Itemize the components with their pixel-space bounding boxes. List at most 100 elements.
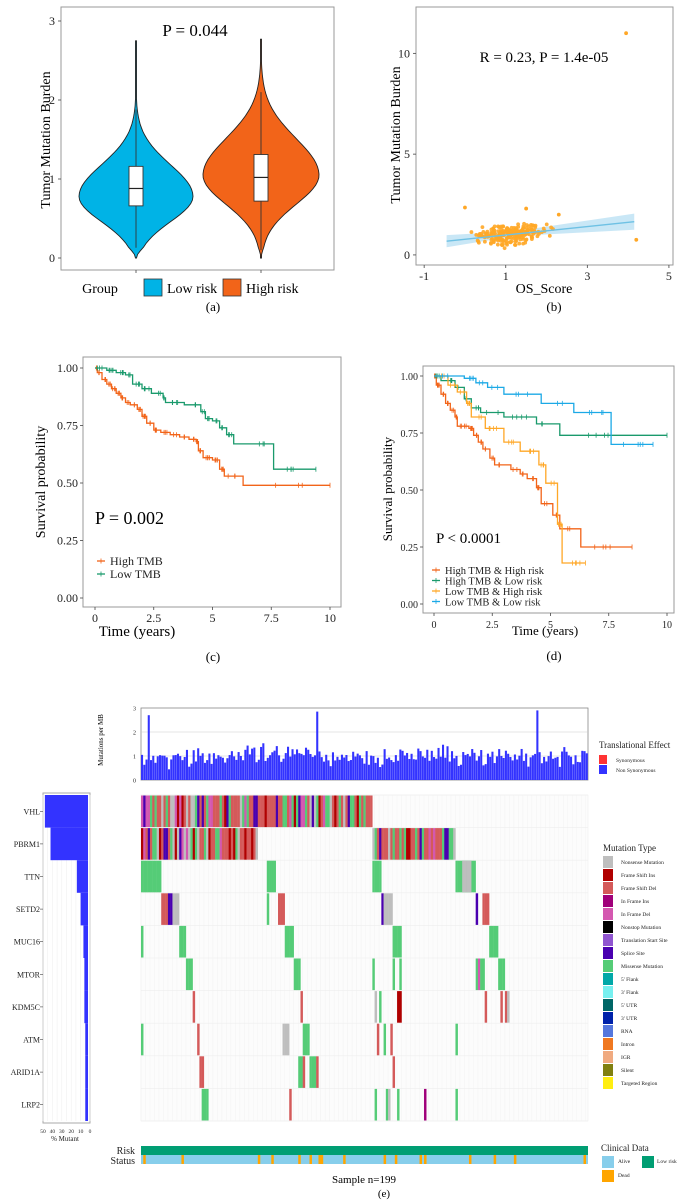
status-dead-cell	[257, 1155, 261, 1164]
tmb-bar	[185, 749, 188, 780]
panel-b-points	[446, 31, 639, 251]
tmb-bar	[399, 749, 402, 780]
mutation-cell-pbrm1	[185, 828, 189, 860]
panel-b-xlabel: OS_Score	[516, 282, 573, 297]
tmb-bar	[237, 752, 240, 780]
mutation-cell-pbrm1	[419, 828, 422, 860]
panel-b-ytick-label: 5	[404, 147, 410, 161]
mutation-cell-atm	[282, 1023, 285, 1056]
scatter-point	[501, 224, 505, 229]
legend-swatch-mutation	[603, 908, 613, 920]
tmb-bar	[327, 760, 330, 780]
mutation-cell-vhl	[260, 795, 263, 828]
mutation-cell-vhl	[338, 795, 342, 828]
km-ytick-label: 0.25	[57, 534, 78, 548]
mutation-cell-pbrm1	[439, 828, 443, 860]
mutation-cell-vhl	[320, 795, 324, 828]
status-dead-cell	[419, 1155, 423, 1164]
tmb-bar	[338, 759, 341, 780]
mutation-cell-vhl	[147, 795, 151, 828]
mutation-cell-muc16	[397, 925, 400, 958]
mutation-cell-setd2	[486, 893, 490, 925]
tmb-bar	[174, 755, 177, 780]
tmb-bar	[457, 765, 460, 780]
mutation-cell-vhl	[235, 795, 238, 828]
km-xtick-label: 10	[662, 620, 672, 631]
scatter-point	[463, 205, 467, 210]
mutation-cell-vhl	[349, 795, 353, 828]
mutation-cell-vhl	[221, 795, 225, 828]
tmb-bar	[149, 760, 153, 780]
tmb-bar	[201, 753, 204, 780]
legend-swatch-mutation	[603, 1051, 613, 1063]
mutation-cell-pbrm1	[401, 828, 405, 860]
mutation-cell-vhl	[255, 795, 259, 828]
mutation-cell-pbrm1	[408, 828, 411, 860]
legend-label: Non Synonymous	[616, 768, 656, 774]
legend-swatch-mutation	[603, 882, 613, 894]
mutation-cell-muc16	[493, 925, 497, 958]
tmb-bar	[278, 755, 281, 780]
scatter-point	[495, 242, 500, 247]
tmb-ytick-label: 0	[133, 779, 136, 785]
mutation-cell-pbrm1	[415, 828, 418, 860]
status-dead-cell	[143, 1155, 146, 1164]
mutation-cell-vhl	[208, 795, 211, 828]
mutation-cell-vhl	[278, 795, 281, 828]
mutation-cell-ttn	[269, 860, 272, 893]
mutation-cell-vhl	[179, 795, 182, 828]
legend-swatch-mutation	[603, 1012, 613, 1024]
scatter-point	[491, 227, 496, 232]
legend-label: 3' Flank	[621, 990, 639, 996]
tmb-bar	[574, 755, 577, 780]
mutation-cell-muc16	[489, 925, 492, 958]
mutation-cell-arid1a	[298, 1056, 301, 1088]
mutation-cell-pbrm1	[406, 828, 409, 860]
tmb-bar	[141, 754, 144, 780]
mutation-cell-pbrm1	[201, 828, 205, 860]
tmb-bar	[473, 752, 476, 780]
mutation-cell-vhl	[244, 795, 247, 828]
percent-bar-atm	[85, 1023, 88, 1056]
sample-count-label: Sample n=199	[332, 1174, 396, 1186]
tmb-bar	[280, 761, 283, 780]
mutation-cell-atm	[302, 1023, 306, 1056]
tmb-bar	[585, 753, 588, 780]
tmb-ytick-label: 1	[133, 755, 136, 761]
panel-b-scatter: R = 0.23, P = 1.4e-05 Tumor Mutation Bur…	[389, 6, 674, 314]
mutation-cell-mtor	[502, 958, 506, 991]
mutation-cell-setd2	[278, 893, 281, 925]
mutation-cell-pbrm1	[233, 828, 236, 860]
panel-b-xtick-label: -1	[419, 269, 429, 283]
mutation-cell-pbrm1	[230, 828, 234, 860]
tmb-bar	[520, 748, 523, 780]
mutation-cell-vhl	[233, 795, 236, 828]
panel-b-annotation: R = 0.23, P = 1.4e-05	[480, 50, 609, 66]
gene-label-mtor: MTOR	[17, 970, 41, 979]
tmb-bar	[215, 758, 218, 780]
mutation-cell-vhl	[318, 795, 321, 828]
tmb-bar	[572, 764, 575, 780]
mutation-cell-vhl	[199, 795, 202, 828]
mutation-cell-pbrm1	[219, 828, 223, 860]
panel-b-plot-border	[415, 6, 674, 266]
mutation-cell-atm	[197, 1023, 200, 1056]
percent-mutant-barplot: VHL PBRM1 TTN SETD2 MUC16 MTOR KDM5C ATM ARID1A L…	[11, 792, 92, 1143]
scatter-point	[522, 233, 527, 237]
mutation-cell-pbrm1	[235, 828, 238, 860]
tmb-bar	[504, 750, 507, 780]
mutation-cell-kdm5c	[379, 991, 382, 1023]
tmb-bar	[381, 764, 384, 780]
scatter-point	[480, 225, 485, 230]
panel-b-xtick-label: 1	[503, 269, 509, 283]
mutation-matrix	[140, 794, 589, 1122]
mutation-cell-muc16	[141, 925, 144, 958]
panel-d-xlabel: Time (years)	[512, 623, 578, 638]
scatter-point	[527, 224, 531, 229]
mutation-cell-vhl	[327, 795, 330, 828]
status-dead-cell	[320, 1155, 324, 1164]
tmb-bar	[502, 757, 505, 780]
scatter-point	[522, 221, 526, 226]
mutation-cell-vhl	[293, 795, 297, 828]
